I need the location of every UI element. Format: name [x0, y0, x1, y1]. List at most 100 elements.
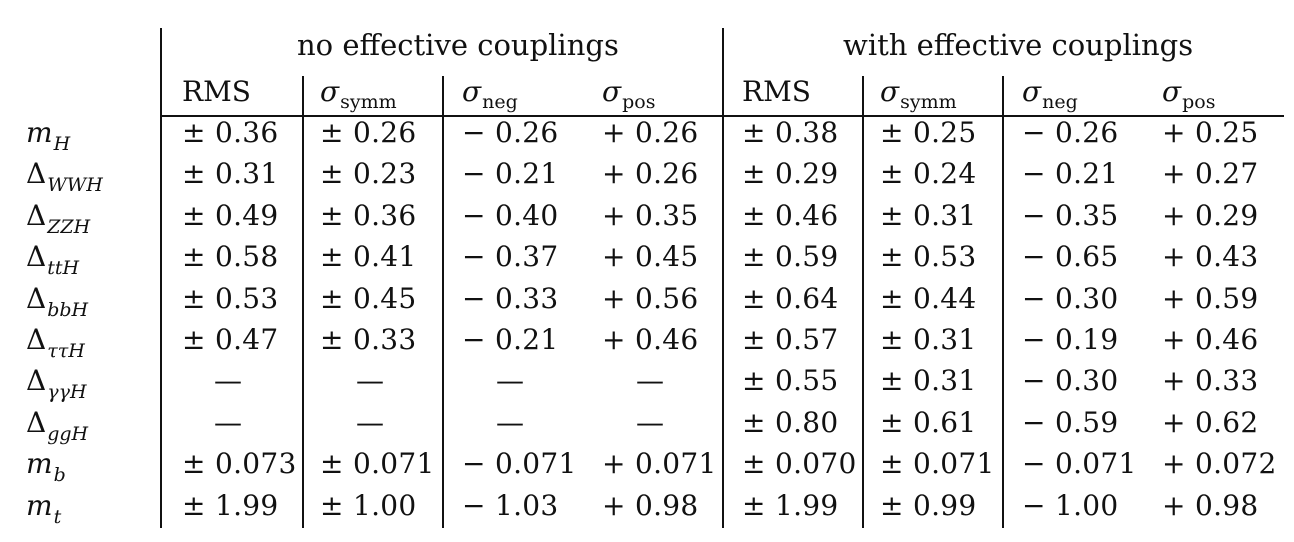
table-cell: − 0.21 [462, 157, 559, 190]
row-subscript: ttH [47, 257, 80, 279]
divider-col-3 [442, 76, 444, 528]
table-cell: — [214, 364, 243, 397]
table-cell: ± 0.46 [742, 199, 839, 232]
col-header-rms-2: RMS [742, 75, 811, 108]
table-cell: ± 0.071 [880, 447, 995, 480]
col-header-sigma-symm-2: σsymm [880, 75, 957, 113]
table-cell: + 0.46 [1162, 323, 1259, 356]
row-label: mH [26, 116, 70, 155]
table-cell: + 0.98 [1162, 489, 1259, 522]
table-cell: − 0.65 [1022, 240, 1119, 273]
table-cell: − 0.071 [1022, 447, 1137, 480]
row-label: ΔbbH [26, 282, 88, 321]
col-header-sigma-neg-2: σneg [1022, 75, 1078, 113]
divider-groups [722, 28, 724, 528]
row-symbol: m [26, 447, 53, 480]
table-cell: + 0.43 [1162, 240, 1259, 273]
table-cell: ± 0.31 [880, 323, 977, 356]
table-cell: ± 0.80 [742, 406, 839, 439]
divider-col-6 [862, 76, 864, 528]
table-cell: ± 0.23 [320, 157, 417, 190]
row-subscript: b [53, 464, 66, 486]
table-cell: ± 0.26 [320, 116, 417, 149]
table-cell: − 0.37 [462, 240, 559, 273]
row-subscript: γγH [47, 381, 87, 403]
table-cell: ± 0.49 [182, 199, 279, 232]
row-label: ΔττH [26, 323, 85, 362]
row-symbol: Δ [26, 157, 47, 190]
table-cell: ± 0.36 [320, 199, 417, 232]
col-header-sigma-pos-1: σpos [602, 75, 656, 113]
table-cell: ± 0.31 [880, 364, 977, 397]
row-label: ΔγγH [26, 364, 87, 403]
table-cell: + 0.071 [602, 447, 717, 480]
table-cell: − 0.26 [462, 116, 559, 149]
table-cell: − 0.30 [1022, 282, 1119, 315]
row-symbol: Δ [26, 199, 47, 232]
table-cell: − 0.21 [1022, 157, 1119, 190]
table-cell: ± 0.55 [742, 364, 839, 397]
row-symbol: Δ [26, 240, 47, 273]
table-cell: ± 0.45 [320, 282, 417, 315]
row-label: ΔWWH [26, 157, 103, 196]
table-cell: — [636, 364, 665, 397]
table-cell: − 0.26 [1022, 116, 1119, 149]
table-cell: + 0.072 [1162, 447, 1277, 480]
row-label: mb [26, 447, 66, 486]
row-subscript: bbH [47, 299, 89, 321]
row-subscript: WWH [47, 174, 103, 196]
table-cell: ± 0.64 [742, 282, 839, 315]
table-cell: − 0.21 [462, 323, 559, 356]
table-cell: ± 0.57 [742, 323, 839, 356]
col-header-sigma-pos-2: σpos [1162, 75, 1216, 113]
table-cell: − 0.59 [1022, 406, 1119, 439]
table-cell: ± 0.070 [742, 447, 857, 480]
table-cell: ± 0.44 [880, 282, 977, 315]
table-cell: — [496, 406, 525, 439]
table-cell: − 1.03 [462, 489, 559, 522]
table-cell: — [356, 364, 385, 397]
table-cell: − 0.30 [1022, 364, 1119, 397]
row-subscript: t [53, 506, 62, 528]
table-cell: + 0.25 [1162, 116, 1259, 149]
table-cell: − 0.40 [462, 199, 559, 232]
header-rule [160, 115, 1284, 117]
table-cell: ± 0.47 [182, 323, 279, 356]
table-cell: ± 1.00 [320, 489, 417, 522]
table-cell: ± 0.073 [182, 447, 297, 480]
row-subscript: ττH [47, 340, 85, 362]
table-cell: + 0.27 [1162, 157, 1259, 190]
table-cell: ± 0.61 [880, 406, 977, 439]
divider-col-2 [302, 76, 304, 528]
table-cell: ± 1.99 [182, 489, 279, 522]
table-cell: ± 0.31 [182, 157, 279, 190]
table-cell: + 0.62 [1162, 406, 1259, 439]
col-header-sigma-symm-1: σsymm [320, 75, 397, 113]
table-cell: − 0.19 [1022, 323, 1119, 356]
table-cell: — [496, 364, 525, 397]
table-cell: ± 0.53 [182, 282, 279, 315]
row-symbol: Δ [26, 282, 47, 315]
group-header-no-effective: no effective couplings [297, 28, 619, 62]
table-cell: ± 0.33 [320, 323, 417, 356]
table-cell: − 0.35 [1022, 199, 1119, 232]
table-cell: ± 0.071 [320, 447, 435, 480]
table-cell: − 1.00 [1022, 489, 1119, 522]
row-symbol: Δ [26, 323, 47, 356]
table-cell: + 0.33 [1162, 364, 1259, 397]
table-cell: ± 0.58 [182, 240, 279, 273]
table-cell: ± 0.53 [880, 240, 977, 273]
row-subscript: H [53, 133, 71, 155]
table-cell: ± 0.31 [880, 199, 977, 232]
table-cell: — [214, 406, 243, 439]
table-cell: ± 0.41 [320, 240, 417, 273]
table-cell: + 0.59 [1162, 282, 1259, 315]
table-cell: + 0.26 [602, 157, 699, 190]
table-cell: + 0.45 [602, 240, 699, 273]
table-cell: − 0.071 [462, 447, 577, 480]
row-symbol: m [26, 489, 53, 522]
row-label: ΔZZH [26, 199, 90, 238]
table-cell: + 0.56 [602, 282, 699, 315]
row-label: ΔttH [26, 240, 79, 279]
row-label: mt [26, 489, 61, 528]
